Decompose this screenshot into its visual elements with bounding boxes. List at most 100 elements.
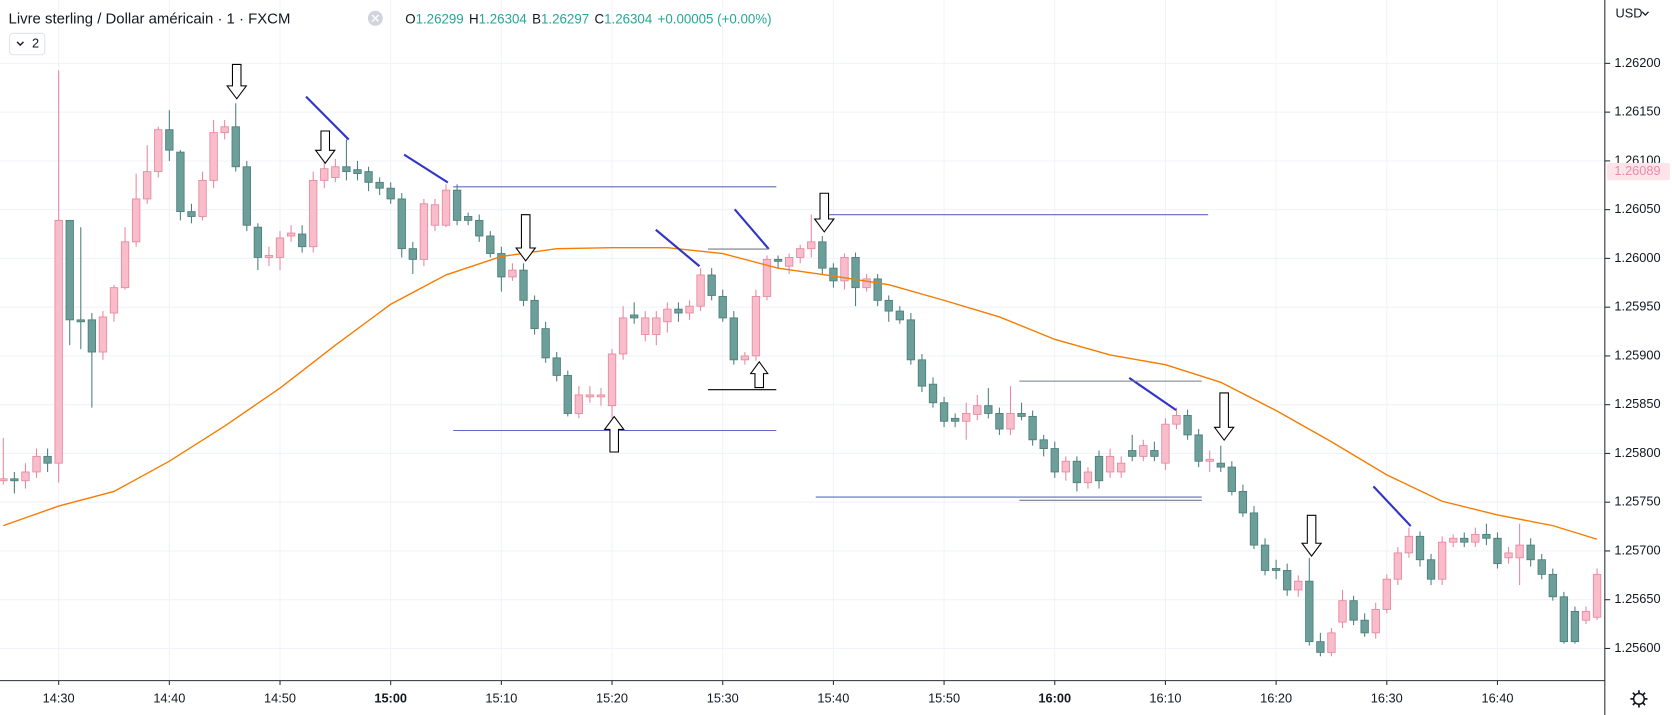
candle-body <box>165 129 174 151</box>
candle-body <box>430 204 440 226</box>
candle-body <box>220 126 229 134</box>
x-tick-label: 14:50 <box>264 690 296 705</box>
candle-body <box>353 169 362 175</box>
legend-value: 1.26299 <box>416 11 464 26</box>
candle-body <box>32 455 41 473</box>
gear-teeth <box>1630 690 1648 708</box>
x-tick-label: 14:30 <box>43 690 75 705</box>
trend-line <box>655 228 701 268</box>
y-tick-label: 1.26150 <box>1614 104 1660 119</box>
x-tick-label: 16:20 <box>1260 690 1292 705</box>
down-arrow <box>226 63 248 100</box>
candle-body <box>840 257 849 282</box>
candle-body <box>1559 596 1569 643</box>
candle-body <box>1382 578 1391 610</box>
y-tick-label: 1.25700 <box>1614 542 1660 557</box>
candle-body <box>1017 413 1026 417</box>
candle-body <box>807 241 816 250</box>
candle-body <box>275 237 285 258</box>
candle-body <box>1471 533 1480 543</box>
currency[interactable]: USD <box>1615 5 1642 20</box>
x-tick-label: 15:10 <box>485 690 517 705</box>
candle-body <box>475 219 484 237</box>
candle-body <box>1238 491 1248 514</box>
candle-body <box>1094 455 1104 482</box>
candle-body <box>707 274 716 296</box>
candle-body <box>1327 632 1336 653</box>
candle-body <box>939 402 949 422</box>
candle-body <box>607 353 617 407</box>
candle-body <box>973 405 982 415</box>
candle-body <box>585 394 595 398</box>
candle-body <box>1338 600 1347 623</box>
y-tick-label: 1.25650 <box>1614 591 1660 606</box>
hide-icon <box>371 14 380 22</box>
drawings <box>226 63 1412 558</box>
price-tag <box>1606 163 1670 181</box>
candle-body <box>995 413 1004 430</box>
legend-key: B <box>532 11 541 26</box>
candle-body <box>552 357 561 376</box>
candle-body <box>1548 573 1557 598</box>
legend-key: O <box>405 11 415 26</box>
candle-body <box>419 203 429 260</box>
candle-body <box>773 258 783 262</box>
candle-body <box>906 319 916 361</box>
candle-body <box>1216 462 1225 468</box>
candle-body <box>87 319 97 353</box>
candle-body <box>508 269 517 278</box>
candle-body <box>1227 466 1236 492</box>
candle-body <box>928 383 938 404</box>
candle-body <box>1260 544 1270 571</box>
candle-body <box>1039 439 1048 449</box>
candle-body <box>187 211 196 217</box>
indicators-toggle[interactable] <box>9 32 46 56</box>
candle-body <box>397 198 406 250</box>
y-tick-label: 1.25850 <box>1614 396 1660 411</box>
candle-body <box>154 129 163 173</box>
candle-body <box>862 278 871 289</box>
candle-body <box>1371 609 1380 634</box>
candle-body <box>342 166 351 173</box>
y-tick-label: 1.26200 <box>1614 55 1660 70</box>
candle-body <box>917 359 927 387</box>
candle-body <box>364 171 373 183</box>
candle-body <box>497 253 506 278</box>
candle-body <box>1061 460 1070 473</box>
candle-body <box>1482 533 1491 539</box>
candle-body <box>1493 537 1502 565</box>
down-arrow <box>1300 514 1323 558</box>
candle-body <box>1294 580 1303 591</box>
candle-body <box>984 405 993 414</box>
candle-body <box>253 226 263 258</box>
candle-body <box>198 179 207 217</box>
candle-body <box>98 316 108 353</box>
x-tick-label: 15:00 <box>374 690 407 705</box>
y-tick-label: 1.25750 <box>1614 494 1660 509</box>
chart-title: Livre sterling / Dollar américain · 1 · … <box>9 10 291 27</box>
candle-body <box>1437 541 1447 580</box>
candle-body <box>109 287 119 314</box>
candle-body <box>1515 544 1524 559</box>
candle-body <box>1537 559 1546 575</box>
candle-body <box>21 471 30 482</box>
currency-chevron <box>1641 11 1649 16</box>
x-tick-label: 15:30 <box>707 690 739 705</box>
candle-body <box>818 241 827 269</box>
candle-body <box>408 248 417 260</box>
legend-key: H <box>469 11 479 26</box>
ma-layer <box>3 246 1598 540</box>
down-arrow <box>813 192 835 233</box>
x-tick-label: 16:00 <box>1038 690 1071 705</box>
candle-body <box>884 299 893 312</box>
settings-button[interactable] <box>1630 690 1648 708</box>
legend-value: 1.26304 <box>479 11 528 26</box>
candle-body <box>1172 414 1181 425</box>
candle-body <box>1072 460 1082 484</box>
y-tick-label: 1.26000 <box>1614 250 1660 265</box>
candle-body <box>751 296 761 357</box>
candle-body <box>530 299 539 330</box>
x-tick-label: 14:40 <box>153 690 185 705</box>
price-tag-label: 1.26089 <box>1614 163 1660 178</box>
